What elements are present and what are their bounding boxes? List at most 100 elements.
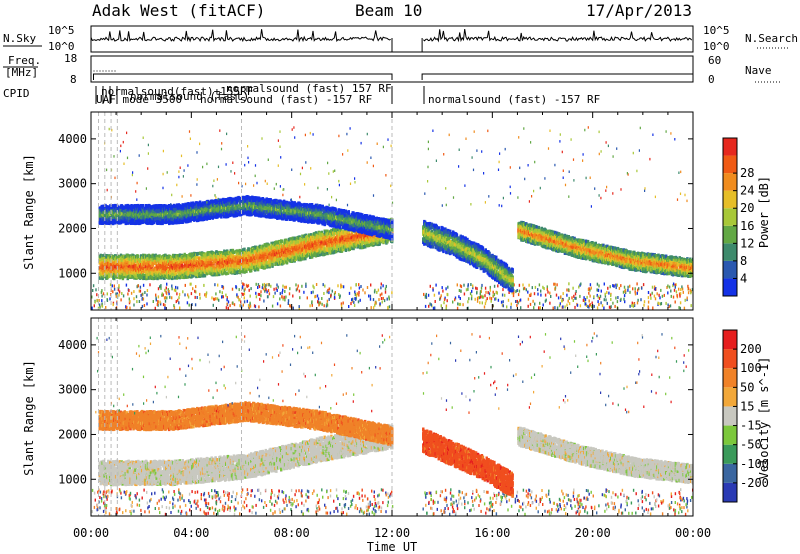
echo-cell (109, 272, 112, 276)
scatter-speck (328, 291, 330, 295)
scatter-speck (315, 294, 317, 298)
echo-cell (368, 239, 372, 244)
echo-cell (271, 262, 274, 267)
scatter-speck (118, 290, 121, 294)
echo-cell (342, 245, 346, 249)
echo-cell (367, 235, 371, 239)
scatter-speck (166, 282, 168, 286)
echo-cell (239, 262, 242, 266)
scatter-speck (259, 297, 261, 301)
echo-cell (142, 273, 145, 277)
scatter-speck (381, 292, 383, 296)
scatter-speck (190, 282, 192, 286)
scatter-speck (587, 288, 590, 291)
echo-cell (266, 252, 269, 256)
scatter-speck (238, 298, 240, 302)
scatter-speck (576, 303, 579, 307)
scatter-speck (598, 296, 601, 300)
echo-cell (336, 241, 339, 245)
echo-cell (140, 267, 143, 272)
scatter-speck (340, 285, 342, 289)
echo-cell (127, 267, 130, 271)
echo-cell (225, 272, 228, 276)
scatter-speck (686, 296, 688, 300)
scatter-speck (113, 284, 115, 288)
scatter-speck (326, 303, 329, 307)
scatter-speck (589, 288, 591, 292)
echo-cell (180, 257, 183, 262)
scatter-speck (456, 306, 459, 310)
echo-cell (106, 265, 109, 270)
scatter-speck (467, 300, 469, 304)
scatter-speck (358, 286, 361, 290)
scatter-speck (351, 299, 354, 303)
scatter-speck (348, 305, 350, 308)
scatter-speck (311, 303, 313, 307)
scatter-speck (340, 304, 343, 308)
scatter-speck (144, 291, 146, 294)
scatter-speck (540, 293, 542, 297)
scatter-speck (588, 304, 591, 307)
scatter-speck (374, 288, 376, 292)
scatter-speck (112, 290, 114, 294)
scatter-speck (232, 301, 234, 305)
scatter-speck (204, 293, 207, 297)
scatter-speck (306, 296, 308, 300)
scatter-speck (533, 292, 536, 296)
echo-cell (100, 271, 103, 275)
scatter-speck (424, 304, 427, 308)
scatter-speck (661, 294, 664, 298)
scatter-speck (138, 289, 140, 293)
echo-cell (116, 257, 120, 261)
echo-cell (183, 266, 186, 270)
scatter-speck (186, 301, 189, 305)
scatter-speck (633, 302, 635, 306)
scatter-speck (652, 306, 654, 310)
echo-cell (98, 276, 101, 280)
scatter-speck (249, 301, 251, 305)
echo-cell (183, 252, 186, 257)
scatter-speck (425, 295, 428, 299)
echo-cell (167, 266, 170, 271)
scatter-speck (372, 298, 375, 302)
scatter-speck (673, 288, 676, 292)
echo-cell (367, 243, 371, 248)
scatter-speck (311, 300, 313, 304)
scatter-speck (567, 288, 570, 292)
scatter-speck (260, 290, 262, 294)
echo-cell (302, 256, 305, 261)
scatter-speck (189, 282, 191, 286)
echo-cell (165, 265, 168, 269)
scatter-speck (166, 296, 168, 300)
scatter-speck (357, 300, 360, 304)
scatter-speck (136, 300, 138, 304)
scatter-speck (528, 293, 531, 297)
scatter-speck (442, 289, 444, 293)
cpid-text-1: normalsound (fast) 157 RF (226, 82, 392, 95)
scatter-speck (102, 292, 105, 296)
scatter-speck (247, 304, 250, 308)
scatter-speck (539, 306, 541, 310)
scatter-speck (467, 283, 469, 287)
echo-cell (218, 272, 221, 276)
scatter-speck (241, 285, 244, 289)
scatter-speck (566, 303, 568, 307)
scatter-speck (292, 306, 294, 310)
scatter-speck (285, 295, 287, 299)
scatter-speck (554, 306, 556, 310)
scatter-speck (476, 291, 478, 295)
scatter-speck (106, 299, 109, 302)
scatter-speck (164, 296, 167, 300)
scatter-speck (263, 299, 265, 303)
scatter-speck (459, 302, 462, 306)
scatter-speck (386, 297, 388, 301)
scatter-speck (603, 298, 605, 302)
scatter-speck (649, 293, 652, 297)
scatter-speck (99, 305, 101, 309)
scatter-speck (91, 295, 93, 299)
scatter-speck (463, 292, 466, 296)
scatter-speck (672, 284, 674, 288)
scatter-speck (255, 282, 257, 286)
echo-cell (339, 228, 343, 232)
echo-cell (293, 236, 296, 240)
